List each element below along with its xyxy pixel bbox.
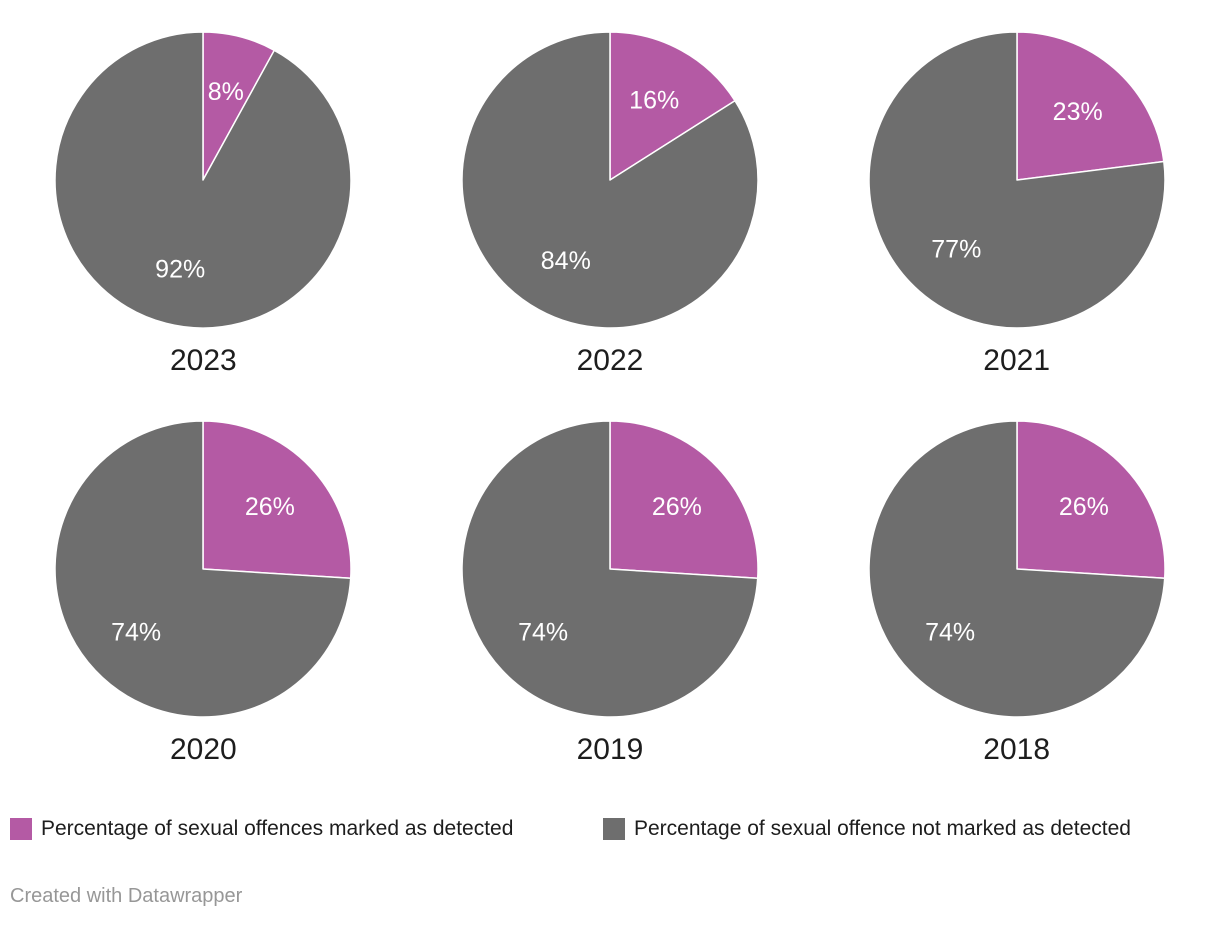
- pie-slice: [609, 31, 736, 181]
- pie-svg: 26% 74%: [867, 419, 1166, 718]
- pie-chart: 26% 74% 2020: [0, 419, 407, 768]
- slice-percentage-label: 74%: [111, 618, 161, 646]
- footer-credit: Created with Datawrapper: [10, 885, 243, 907]
- slice-percentage-label: 26%: [245, 492, 295, 520]
- legend-swatch-icon: [10, 818, 32, 840]
- pie-svg: 16% 84%: [461, 31, 759, 329]
- legend-item: Percentage of sexual offences marked as …: [10, 817, 581, 841]
- pie-chart: 26% 74% 2019: [407, 419, 814, 768]
- pie-chart: 16% 84% 2022: [407, 30, 814, 379]
- pie-slice: [1015, 31, 1165, 181]
- pie-slice: [609, 419, 759, 579]
- legend: Percentage of sexual offences marked as …: [0, 817, 1220, 841]
- legend-swatch-icon: [603, 818, 625, 840]
- slice-percentage-label: 26%: [652, 492, 702, 520]
- pie-chart: 26% 74% 2018: [813, 419, 1220, 768]
- pie-slice: [461, 419, 759, 718]
- slice-percentage-label: 23%: [1052, 98, 1102, 126]
- pie-svg: 26% 74%: [461, 419, 759, 718]
- legend-item-label: Percentage of sexual offence not marked …: [634, 817, 1131, 840]
- pie-slice: [202, 419, 353, 579]
- pie-slice: [867, 31, 1166, 329]
- pie-slice: [54, 31, 353, 329]
- pie-year-label: 2019: [576, 732, 644, 766]
- slice-percentage-label: 74%: [518, 618, 568, 646]
- slice-percentage-label: 8%: [208, 78, 244, 106]
- pie-slice: [1015, 419, 1166, 579]
- pie-chart: 8% 92% 2023: [0, 30, 407, 379]
- pie-svg: 26% 74%: [54, 419, 353, 718]
- pie-year-label: 2022: [576, 344, 644, 377]
- slice-percentage-label: 16%: [629, 86, 679, 114]
- pie-grid: 8% 92% 2023 16% 84% 2022 23% 77% 2021 26% 74…: [0, 30, 1220, 768]
- pie-chart: 23% 77% 2021: [813, 30, 1220, 379]
- legend-item-label: Percentage of sexual offences marked as …: [41, 817, 514, 840]
- pie-year-label: 2020: [169, 732, 237, 766]
- pie-year-label: 2021: [983, 344, 1051, 377]
- pie-slice: [461, 31, 759, 329]
- slice-percentage-label: 84%: [541, 247, 591, 275]
- slice-percentage-label: 74%: [925, 618, 975, 646]
- slice-percentage-label: 77%: [931, 236, 981, 264]
- pie-year-label: 2018: [983, 732, 1051, 766]
- slice-percentage-label: 92%: [156, 256, 206, 284]
- legend-item: Percentage of sexual offence not marked …: [603, 817, 1131, 841]
- chart-canvas: 8% 92% 2023 16% 84% 2022 23% 77% 2021 26% 74…: [0, 30, 1220, 907]
- pie-slice: [867, 419, 1166, 718]
- pie-slice: [54, 419, 352, 718]
- pie-year-label: 2023: [169, 344, 237, 377]
- slice-percentage-label: 26%: [1059, 492, 1109, 520]
- pie-svg: 8% 92%: [54, 31, 353, 329]
- pie-svg: 23% 77%: [867, 31, 1166, 329]
